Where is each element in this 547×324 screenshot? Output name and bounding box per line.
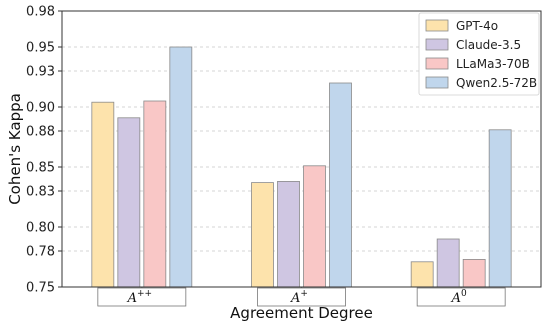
bar-claude-3-5 xyxy=(117,117,141,288)
y-axis-title: Cohen's Kappa xyxy=(6,93,24,205)
y-tick-label: 0.98 xyxy=(26,5,55,20)
x-category-box xyxy=(257,287,346,307)
y-tick-label: 0.83 xyxy=(26,185,55,200)
y-axis-ticks: 0.75 0.78 0.80 0.83 0.85 0.88 0.90 0.93 0.95 0.98 xyxy=(26,5,62,296)
legend-label: LLaMa3-70B xyxy=(456,57,530,71)
legend-label: Claude-3.5 xyxy=(456,38,521,52)
legend-label: Qwen2.5-72B xyxy=(456,76,537,90)
legend-box xyxy=(418,12,540,96)
bar-llama3-70b xyxy=(143,100,167,288)
legend-label: GPT-4o xyxy=(456,19,498,33)
bar-qwen2-5-72b xyxy=(488,129,512,288)
x-axis-categories: A++ A+ A0 xyxy=(97,287,506,307)
x-axis-title: Agreement Degree xyxy=(230,304,373,322)
legend-swatch xyxy=(425,57,449,70)
bar-gpt-4o xyxy=(91,101,115,288)
y-tick-label: 0.95 xyxy=(26,41,55,56)
legend-swatch xyxy=(425,38,449,51)
bar-claude-3-5 xyxy=(277,180,300,288)
y-tick-label: 0.75 xyxy=(26,281,55,296)
y-tick-label: 0.80 xyxy=(26,221,55,236)
bar-qwen2-5-72b xyxy=(329,82,352,288)
y-tick-label: 0.78 xyxy=(26,245,55,260)
bar-llama3-70b xyxy=(303,165,326,288)
bar-gpt-4o xyxy=(251,182,274,288)
y-tick-label: 0.90 xyxy=(26,101,55,116)
grid-lines xyxy=(62,46,541,252)
legend-swatch xyxy=(425,76,449,89)
bar-gpt-4o xyxy=(410,261,434,288)
x-category-box xyxy=(416,287,506,307)
bar-claude-3-5 xyxy=(436,238,460,288)
legend: GPT-4o Claude-3.5 LLaMa3-70B Qwen2.5-72B xyxy=(418,12,540,96)
bar-llama3-70b xyxy=(462,258,486,288)
y-tick-label: 0.88 xyxy=(26,125,55,140)
x-category-box xyxy=(97,287,187,307)
bars xyxy=(91,46,512,288)
legend-swatch xyxy=(425,19,449,32)
y-tick-label: 0.93 xyxy=(26,65,55,80)
bar-qwen2-5-72b xyxy=(169,46,193,288)
y-tick-label: 0.85 xyxy=(26,161,55,176)
